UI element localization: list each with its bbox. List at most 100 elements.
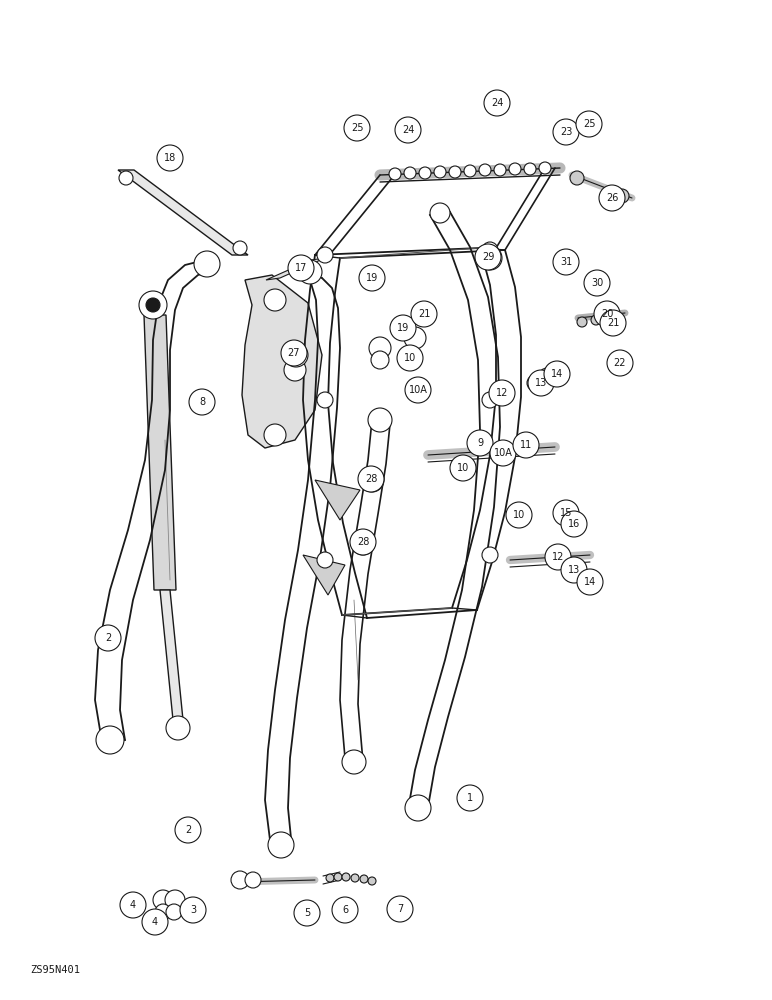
Circle shape — [294, 900, 320, 926]
Text: 28: 28 — [357, 537, 369, 547]
Circle shape — [153, 890, 173, 910]
Circle shape — [281, 340, 307, 366]
Text: 21: 21 — [418, 309, 430, 319]
Circle shape — [527, 375, 543, 391]
Circle shape — [189, 389, 215, 415]
Text: 8: 8 — [199, 397, 205, 407]
Circle shape — [317, 392, 333, 408]
Text: 31: 31 — [560, 257, 572, 267]
Text: 5: 5 — [304, 908, 310, 918]
Text: 6: 6 — [342, 905, 348, 915]
Circle shape — [551, 362, 567, 378]
Polygon shape — [144, 315, 176, 590]
Polygon shape — [160, 590, 183, 720]
Circle shape — [369, 337, 391, 359]
Circle shape — [360, 468, 384, 492]
Text: 7: 7 — [397, 904, 403, 914]
Circle shape — [389, 168, 401, 180]
Circle shape — [342, 750, 366, 774]
Circle shape — [268, 832, 294, 858]
Circle shape — [350, 529, 376, 555]
Circle shape — [464, 165, 476, 177]
Text: 10A: 10A — [493, 448, 513, 458]
Circle shape — [545, 544, 571, 570]
Circle shape — [326, 874, 334, 882]
Circle shape — [231, 871, 249, 889]
Circle shape — [539, 162, 551, 174]
Circle shape — [494, 164, 506, 176]
Circle shape — [344, 115, 370, 141]
Circle shape — [450, 455, 476, 481]
Circle shape — [528, 370, 554, 396]
Text: 2: 2 — [105, 633, 111, 643]
Text: 21: 21 — [607, 318, 619, 328]
Circle shape — [387, 896, 413, 922]
Circle shape — [95, 625, 121, 651]
Text: 18: 18 — [164, 153, 176, 163]
Circle shape — [358, 466, 384, 492]
Text: 13: 13 — [568, 565, 580, 575]
Circle shape — [119, 171, 133, 185]
Text: 28: 28 — [365, 474, 378, 484]
Text: 13: 13 — [535, 378, 547, 388]
Circle shape — [284, 359, 306, 381]
Text: ZS95N401: ZS95N401 — [30, 965, 80, 975]
Text: 10: 10 — [404, 353, 416, 363]
Circle shape — [577, 317, 587, 327]
Circle shape — [351, 874, 359, 882]
Text: 10: 10 — [513, 510, 525, 520]
Polygon shape — [266, 258, 325, 280]
Circle shape — [165, 890, 185, 910]
Circle shape — [360, 875, 368, 883]
Circle shape — [457, 785, 483, 811]
Circle shape — [96, 726, 124, 754]
Circle shape — [591, 315, 601, 325]
Circle shape — [594, 301, 620, 327]
Circle shape — [166, 716, 190, 740]
Circle shape — [404, 327, 426, 349]
Circle shape — [264, 289, 286, 311]
Circle shape — [155, 904, 171, 920]
Text: 4: 4 — [130, 900, 136, 910]
Text: 12: 12 — [496, 388, 508, 398]
Circle shape — [317, 247, 333, 263]
Text: 29: 29 — [482, 252, 494, 262]
Circle shape — [334, 873, 342, 881]
Circle shape — [166, 904, 182, 920]
Text: 17: 17 — [295, 263, 307, 273]
Circle shape — [607, 350, 633, 376]
Circle shape — [142, 909, 168, 935]
Circle shape — [405, 795, 431, 821]
Circle shape — [264, 424, 286, 446]
Circle shape — [368, 408, 392, 432]
Circle shape — [553, 249, 579, 275]
Circle shape — [157, 145, 183, 171]
Circle shape — [290, 349, 302, 361]
Circle shape — [467, 430, 493, 456]
Text: 19: 19 — [397, 323, 409, 333]
Text: 14: 14 — [584, 577, 596, 587]
Text: 3: 3 — [190, 905, 196, 915]
Circle shape — [245, 872, 261, 888]
Text: 19: 19 — [366, 273, 378, 283]
Circle shape — [405, 377, 431, 403]
Text: 1: 1 — [467, 793, 473, 803]
Text: 20: 20 — [601, 309, 613, 319]
Text: 9: 9 — [477, 438, 483, 448]
Circle shape — [351, 531, 375, 555]
Circle shape — [395, 117, 421, 143]
Circle shape — [489, 380, 515, 406]
Circle shape — [404, 167, 416, 179]
Circle shape — [506, 502, 532, 528]
Text: 22: 22 — [614, 358, 626, 368]
Circle shape — [490, 440, 516, 466]
Polygon shape — [303, 555, 345, 595]
Circle shape — [139, 291, 167, 319]
Text: 25: 25 — [583, 119, 595, 129]
Circle shape — [599, 185, 625, 211]
Text: 4: 4 — [152, 917, 158, 927]
Circle shape — [175, 817, 201, 843]
Circle shape — [544, 361, 570, 387]
Circle shape — [577, 569, 603, 595]
Circle shape — [553, 500, 579, 526]
